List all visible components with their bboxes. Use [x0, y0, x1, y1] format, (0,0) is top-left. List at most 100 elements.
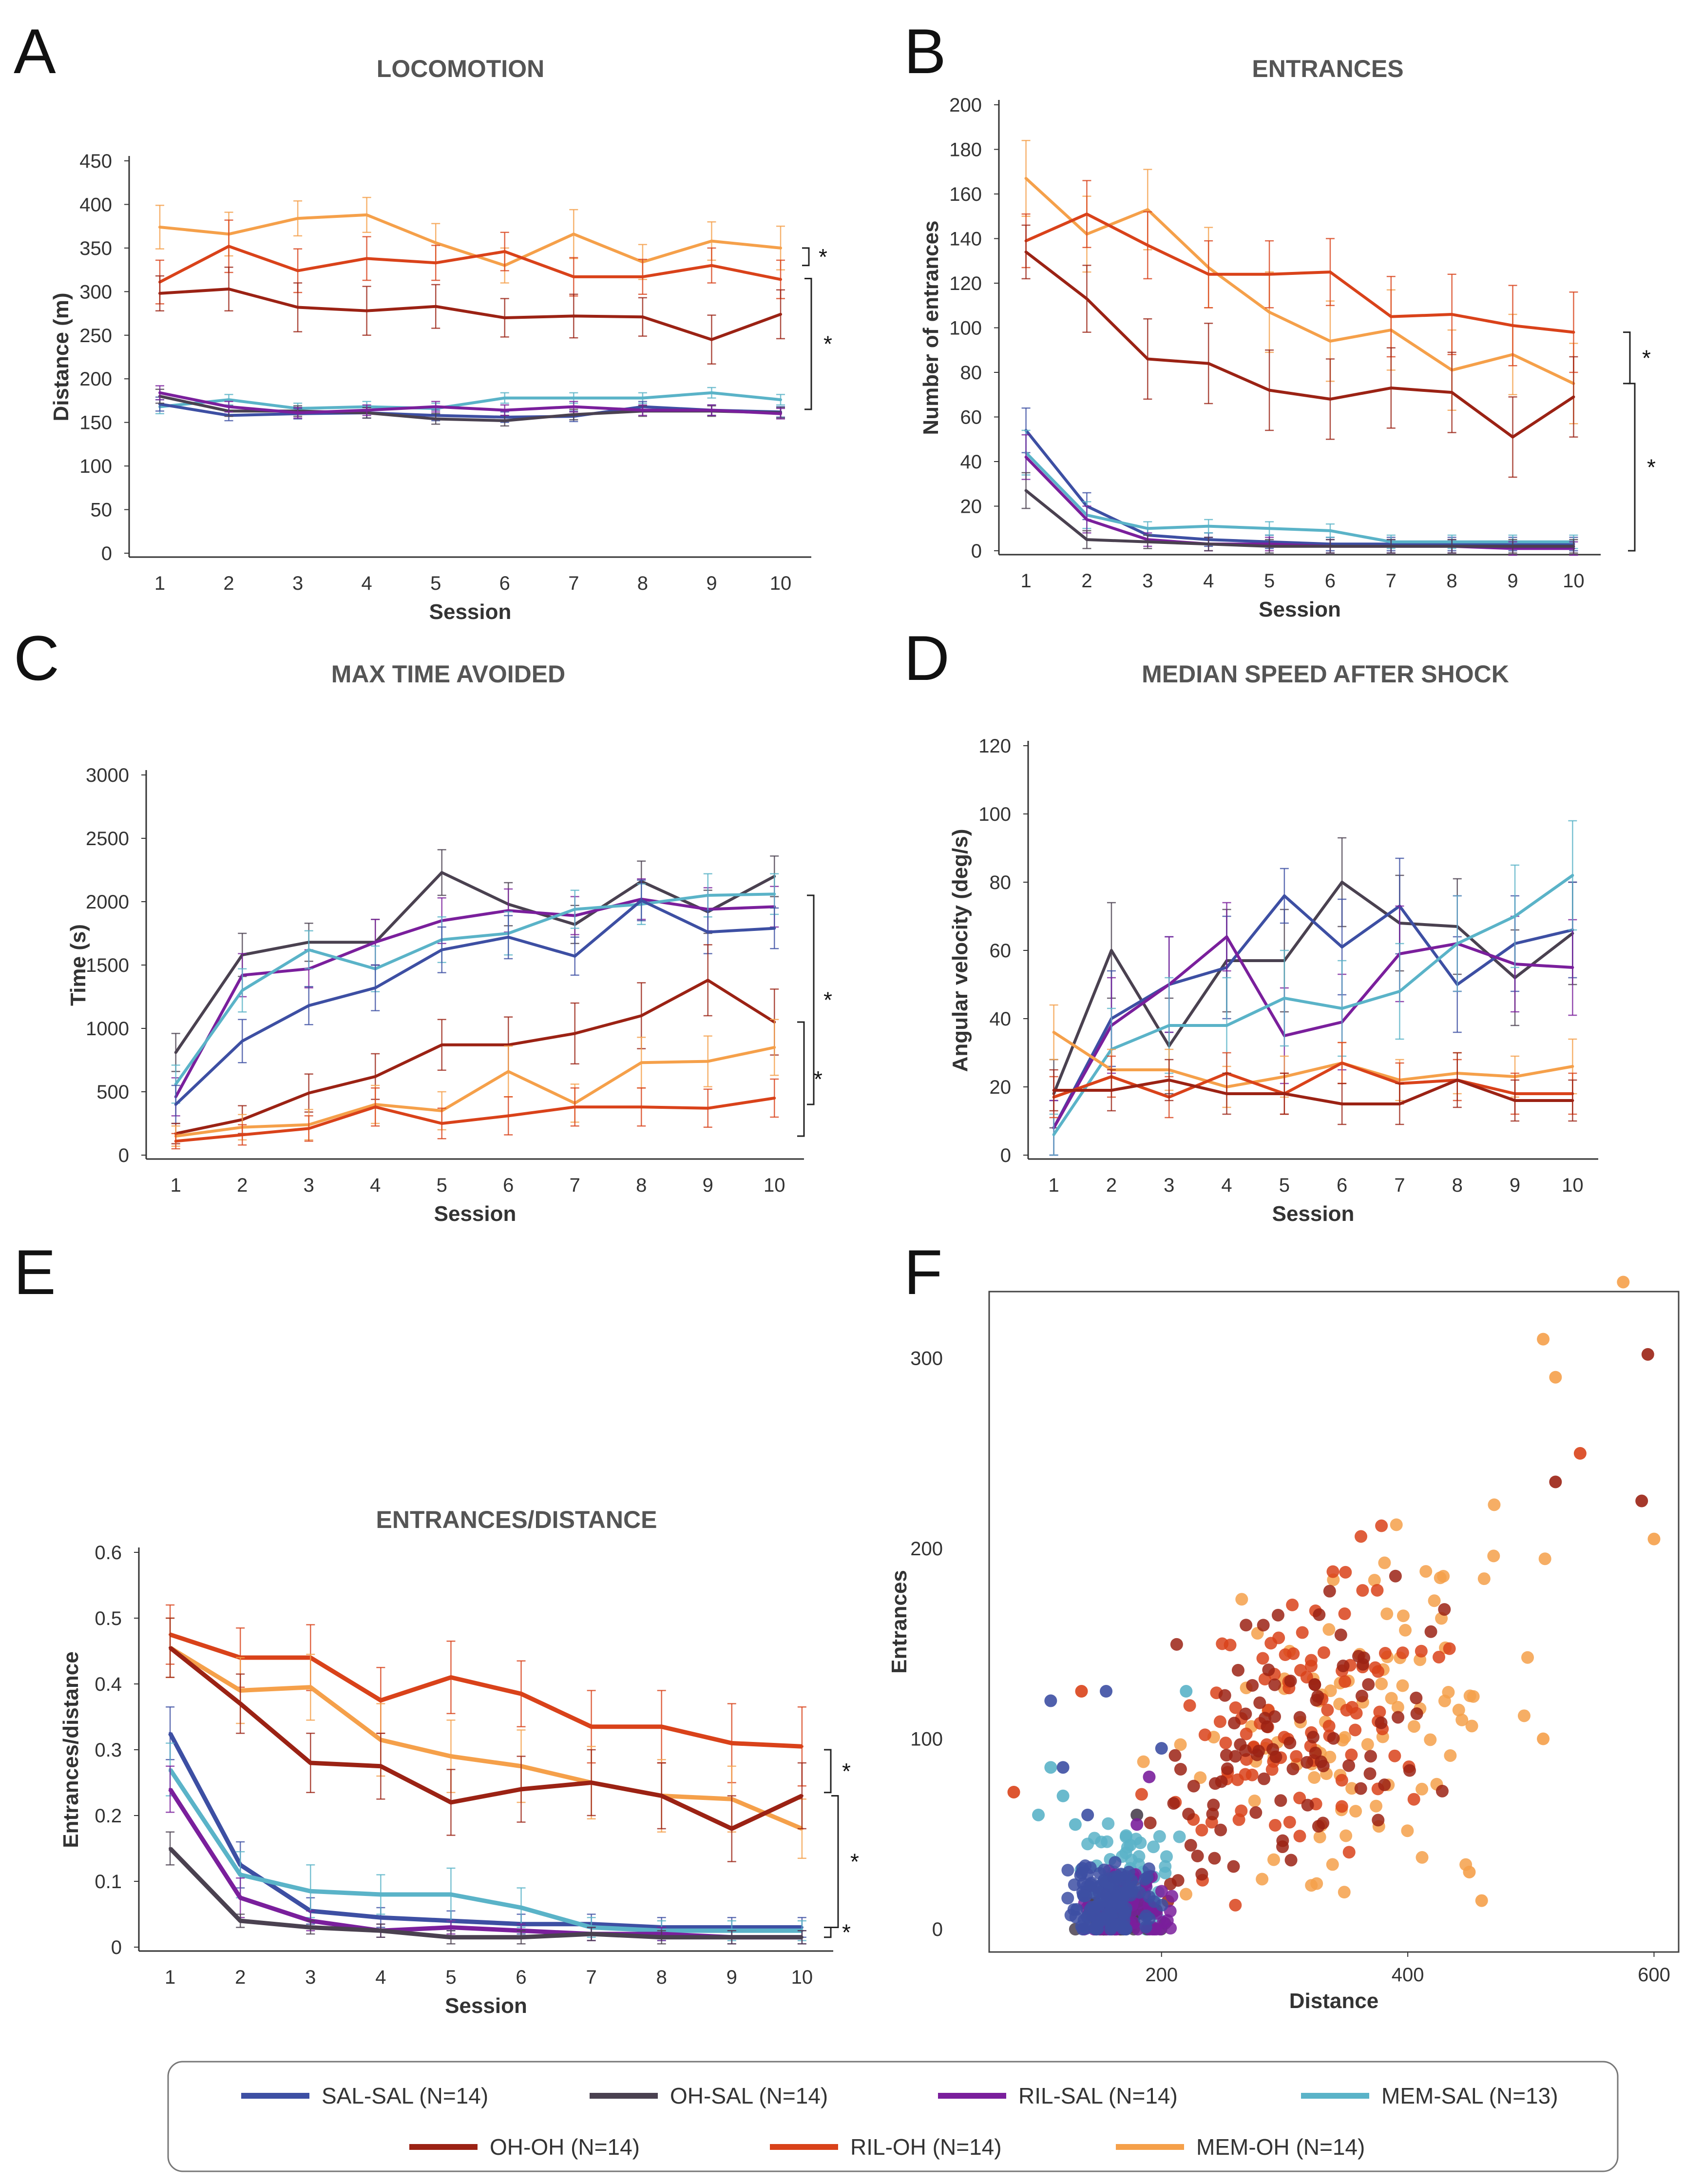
data-point — [365, 213, 368, 216]
x-tick-label: 8 — [656, 1967, 667, 1988]
data-point — [1571, 1065, 1574, 1068]
x-tick-label: 7 — [568, 573, 579, 594]
x-tick-label: 2 — [223, 573, 234, 594]
scatter-point — [1227, 1860, 1240, 1873]
data-point — [158, 225, 161, 229]
data-point — [1455, 1079, 1459, 1082]
scatter-point — [1143, 1770, 1156, 1783]
scatter-point — [1538, 1552, 1551, 1566]
scatter-point — [1463, 1865, 1476, 1878]
series-line — [1025, 213, 1574, 334]
data-point — [1328, 271, 1332, 274]
scatter-point — [1173, 1830, 1186, 1843]
panel-letter: D — [904, 622, 950, 694]
scatter-point — [1183, 1699, 1196, 1712]
x-tick-label: 200 — [1145, 1964, 1178, 1986]
significance-bracket — [824, 1927, 832, 1938]
scatter-point — [1264, 1637, 1278, 1650]
data-point — [440, 871, 443, 874]
x-tick-label: 8 — [637, 573, 648, 594]
data-point — [449, 1935, 453, 1939]
scatter-point — [1268, 1818, 1282, 1832]
data-point — [158, 291, 161, 295]
data-point — [296, 217, 300, 220]
x-axis-label: Session — [445, 1994, 527, 2018]
data-point — [309, 1926, 312, 1929]
scatter-point — [1228, 1717, 1241, 1730]
scatter-point — [1148, 1895, 1161, 1908]
series-MEM-OH — [171, 1019, 779, 1147]
y-tick-label: 200 — [910, 1538, 943, 1560]
y-tick-label: 2500 — [86, 828, 129, 850]
data-point — [641, 315, 644, 319]
scatter-point — [1109, 1856, 1122, 1869]
data-point — [706, 894, 709, 897]
y-tick-label: 1000 — [86, 1018, 129, 1040]
x-axis-label: Session — [1272, 1202, 1355, 1226]
panel-B: B ENTRANCES 0 20 40 60 80 100 120 140 160 180 200 1 2 3… — [904, 16, 1656, 621]
scatter-point — [1283, 1736, 1297, 1749]
data-point — [1024, 250, 1028, 253]
scatter-point — [1389, 1569, 1402, 1583]
data-point — [1571, 874, 1574, 877]
data-point — [158, 391, 161, 394]
scatter-point — [1310, 1694, 1323, 1707]
x-tick-label: 7 — [1394, 1175, 1405, 1196]
scatter-point — [1317, 1646, 1330, 1659]
scatter-point — [1380, 1607, 1394, 1621]
significance-star: * — [814, 1066, 823, 1092]
data-point — [1052, 1089, 1055, 1092]
scatter-point — [1149, 1923, 1163, 1936]
x-tick-label: 7 — [586, 1967, 597, 1988]
x-tick-label: 6 — [1325, 570, 1336, 592]
data-point — [241, 1040, 244, 1043]
series-RIL-SAL — [166, 1765, 806, 1945]
scatter-point — [1081, 1910, 1094, 1923]
data-point — [309, 1761, 312, 1764]
scatter-point — [1361, 1738, 1374, 1751]
x-tick-label: 2 — [1081, 570, 1092, 592]
scatter-point — [1313, 1831, 1326, 1844]
data-point — [1052, 1031, 1055, 1034]
scatter-point — [1444, 1749, 1457, 1762]
series-line — [174, 899, 775, 1106]
data-point — [1389, 544, 1393, 548]
x-tick-label: 9 — [706, 573, 717, 594]
data-point — [1268, 310, 1271, 314]
scatter-point — [1408, 1720, 1421, 1733]
series-line — [174, 892, 775, 1085]
y-tick-label: 60 — [960, 407, 982, 428]
scatter-point — [1164, 1877, 1177, 1891]
y-tick-label: 0 — [101, 543, 112, 564]
data-point — [1340, 946, 1344, 948]
data-point — [1024, 455, 1028, 459]
scatter-point — [1349, 1723, 1362, 1737]
data-point — [1085, 297, 1089, 301]
data-point — [779, 246, 782, 250]
chart-title: ENTRANCES — [1252, 55, 1403, 82]
data-point — [706, 1060, 709, 1063]
chart-title: MAX TIME AVOIDED — [331, 660, 566, 688]
scatter-point — [1174, 1738, 1187, 1751]
scatter-point — [1208, 1852, 1221, 1865]
y-tick-label: 20 — [960, 496, 982, 518]
scatter-point — [1170, 1638, 1183, 1651]
data-point — [519, 1692, 523, 1696]
scatter-point — [1465, 1720, 1478, 1733]
scatter-point — [1375, 1519, 1388, 1532]
scatter-point — [1069, 1911, 1082, 1924]
x-tick-label: 9 — [703, 1175, 713, 1196]
scatter-point — [1032, 1808, 1045, 1821]
y-tick-label: 100 — [910, 1729, 943, 1750]
x-axis-label: Session — [434, 1202, 517, 1226]
data-point — [640, 1105, 643, 1109]
scatter-point — [1641, 1348, 1654, 1361]
legend-label: OH-SAL (N=14) — [670, 2083, 828, 2108]
y-axis-label: Entrances/distance — [59, 1651, 83, 1848]
series-line — [175, 1097, 775, 1143]
data-point — [1389, 387, 1393, 390]
scatter-point — [1327, 1732, 1340, 1745]
data-point — [1024, 176, 1028, 180]
scatter-point — [1102, 1817, 1115, 1830]
